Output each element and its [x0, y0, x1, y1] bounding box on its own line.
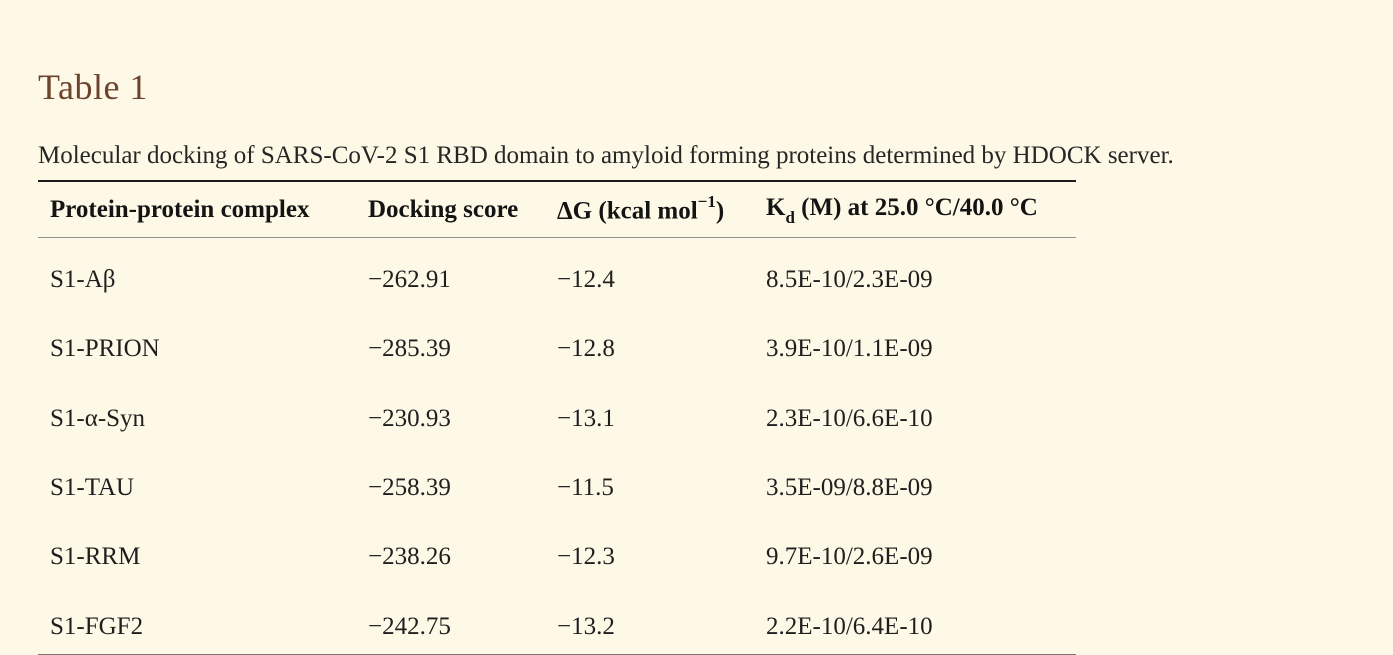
kd-cell: 3.9E-10/1.1E-09	[766, 335, 933, 363]
docking-score-cell: −230.93	[368, 404, 451, 432]
delta-g-cell: −12.8	[557, 335, 615, 363]
complex-cell: S1-RRM	[50, 543, 141, 571]
delta-g-cell: −13.1	[557, 404, 615, 432]
table-row: S1-Aβ −262.91 −12.4 8.5E-10/2.3E-09	[38, 238, 1076, 308]
table-row: S1-TAU −258.39 −11.5 3.5E-09/8.8E-09	[38, 446, 1076, 515]
complex-cell: S1-FGF2	[50, 612, 144, 640]
table-row: S1-α-Syn −230.93 −13.1 2.3E-10/6.6E-10	[38, 377, 1076, 446]
delta-g-cell: −13.2	[557, 612, 615, 640]
table-row: S1-RRM −238.26 −12.3 9.7E-10/2.6E-09	[38, 515, 1076, 584]
table-caption: Molecular docking of SARS-CoV-2 S1 RBD d…	[38, 142, 1174, 169]
delta-g-cell: −11.5	[557, 474, 614, 502]
complex-cell: S1-TAU	[50, 474, 135, 502]
header-row: Protein-protein complex Docking score ΔG…	[38, 181, 1076, 238]
table-body: S1-Aβ −262.91 −12.4 8.5E-10/2.3E-09 S1-P…	[38, 238, 1076, 655]
kd-cell: 3.5E-09/8.8E-09	[766, 474, 933, 502]
docking-score-cell: −258.39	[368, 474, 451, 502]
complex-cell: S1-PRION	[50, 335, 160, 363]
delta-g-label: ΔG (kcal mol	[557, 197, 698, 225]
delta-g-cell: −12.3	[557, 543, 615, 571]
delta-g-close-paren: )	[715, 197, 725, 225]
kd-cell: 8.5E-10/2.3E-09	[766, 266, 933, 294]
article-page: { "page": { "background_color": "#fdf9e6…	[38, 67, 1174, 655]
column-header-complex: Protein-protein complex	[38, 181, 368, 238]
delta-g-cell: −12.4	[557, 266, 615, 294]
delta-g-exponent: −1	[697, 192, 716, 212]
page-title: Table 1	[38, 67, 148, 108]
table-header: Protein-protein complex Docking score ΔG…	[38, 181, 1076, 238]
column-header-docking-score: Docking score	[368, 181, 557, 238]
docking-score-cell: −285.39	[368, 335, 451, 363]
kd-conditions: (M) at 25.0 °C/40.0 °C	[794, 194, 1038, 221]
docking-score-cell: −238.26	[368, 543, 451, 571]
complex-cell: S1-α-Syn	[50, 404, 146, 432]
table-row: S1-FGF2 −242.75 −13.2 2.2E-10/6.4E-10	[38, 584, 1076, 654]
table-row: S1-PRION −285.39 −12.8 3.9E-10/1.1E-09	[38, 307, 1076, 376]
kd-cell: 2.3E-10/6.6E-10	[766, 404, 933, 432]
kd-symbol: K	[766, 194, 786, 221]
column-header-delta-g: ΔG (kcal mol−1)	[557, 181, 766, 238]
kd-cell: 9.7E-10/2.6E-09	[766, 543, 933, 571]
column-header-kd: Kd (M) at 25.0 °C/40.0 °C	[766, 181, 1076, 238]
complex-cell: S1-Aβ	[50, 266, 116, 294]
docking-score-cell: −242.75	[368, 612, 451, 640]
kd-subscript: d	[785, 208, 795, 227]
docking-score-cell: −262.91	[368, 266, 451, 294]
docking-results-table: Protein-protein complex Docking score ΔG…	[38, 180, 1076, 655]
kd-cell: 2.2E-10/6.4E-10	[766, 612, 933, 640]
